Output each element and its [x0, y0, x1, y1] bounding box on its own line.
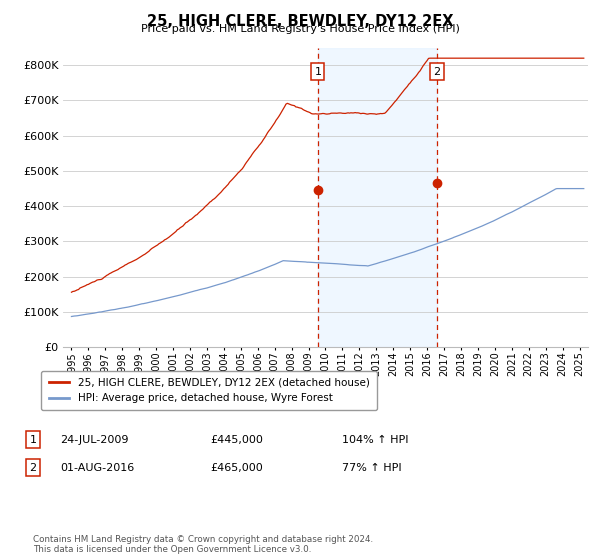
Text: 2: 2: [29, 463, 37, 473]
Text: 1: 1: [29, 435, 37, 445]
Text: 1: 1: [314, 67, 322, 77]
Text: Contains HM Land Registry data © Crown copyright and database right 2024.
This d: Contains HM Land Registry data © Crown c…: [33, 535, 373, 554]
Legend: 25, HIGH CLERE, BEWDLEY, DY12 2EX (detached house), HPI: Average price, detached: 25, HIGH CLERE, BEWDLEY, DY12 2EX (detac…: [41, 371, 377, 410]
Text: 24-JUL-2009: 24-JUL-2009: [60, 435, 128, 445]
Text: £465,000: £465,000: [210, 463, 263, 473]
Text: £445,000: £445,000: [210, 435, 263, 445]
Text: 2: 2: [433, 67, 440, 77]
Text: 25, HIGH CLERE, BEWDLEY, DY12 2EX: 25, HIGH CLERE, BEWDLEY, DY12 2EX: [147, 14, 453, 29]
Text: 01-AUG-2016: 01-AUG-2016: [60, 463, 134, 473]
Text: Price paid vs. HM Land Registry's House Price Index (HPI): Price paid vs. HM Land Registry's House …: [140, 24, 460, 34]
Text: 77% ↑ HPI: 77% ↑ HPI: [342, 463, 401, 473]
Bar: [318, 48, 437, 347]
Text: 104% ↑ HPI: 104% ↑ HPI: [342, 435, 409, 445]
